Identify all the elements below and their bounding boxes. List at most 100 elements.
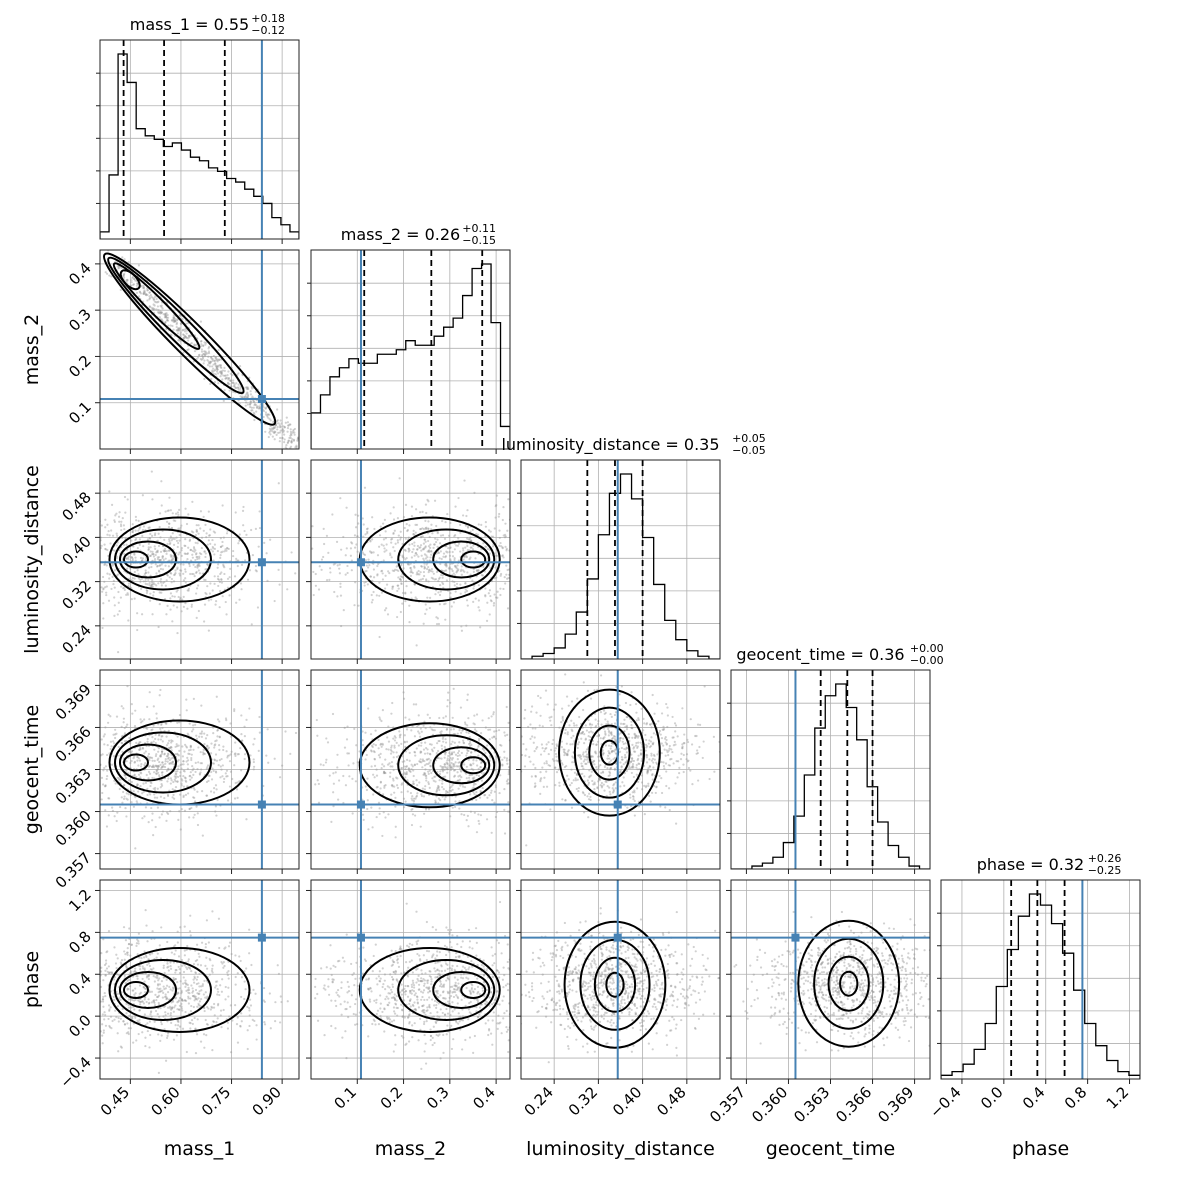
sample-point xyxy=(400,791,403,794)
sample-point xyxy=(408,769,412,773)
sample-point xyxy=(149,756,152,759)
sample-point xyxy=(111,575,114,578)
sample-point xyxy=(434,775,437,778)
sample-point xyxy=(498,529,501,532)
sample-point xyxy=(489,594,492,598)
sample-point xyxy=(462,569,465,572)
sample-point xyxy=(510,788,512,790)
sample-point xyxy=(183,809,187,812)
sample-point xyxy=(475,569,478,572)
sample-point xyxy=(302,541,304,543)
sample-point xyxy=(150,741,153,744)
sample-point xyxy=(82,790,84,792)
sample-point xyxy=(468,744,472,748)
sample-point xyxy=(402,697,406,700)
sample-point xyxy=(136,759,139,762)
sample-point xyxy=(220,578,223,581)
sample-point xyxy=(598,777,601,780)
sample-point xyxy=(192,697,195,700)
sample-point xyxy=(142,292,145,295)
sample-point xyxy=(443,603,446,606)
sample-point xyxy=(194,723,197,726)
sample-point xyxy=(237,542,240,545)
sample-point xyxy=(175,325,178,329)
sample-point xyxy=(459,592,462,595)
sample-point xyxy=(440,768,443,771)
sample-point xyxy=(125,593,128,597)
sample-point xyxy=(138,527,141,530)
sample-point xyxy=(454,753,458,756)
sample-point xyxy=(448,596,452,600)
sample-point xyxy=(504,535,507,538)
sample-point xyxy=(429,546,432,550)
sample-point xyxy=(210,742,213,745)
sample-point xyxy=(219,776,222,779)
sample-point xyxy=(202,752,206,755)
sample-point xyxy=(408,718,411,721)
sample-point xyxy=(499,572,503,576)
sample-point xyxy=(177,513,180,516)
sample-point xyxy=(132,283,136,286)
sample-point xyxy=(131,576,134,580)
sample-point xyxy=(96,568,98,570)
sample-point xyxy=(306,455,308,457)
sample-point xyxy=(105,593,108,597)
sample-point xyxy=(289,428,292,431)
sample-point xyxy=(425,528,428,531)
sample-point xyxy=(449,546,452,550)
sample-point xyxy=(203,732,206,735)
sample-point xyxy=(366,777,369,780)
sample-point xyxy=(211,358,214,361)
sample-point xyxy=(440,744,443,747)
sample-point xyxy=(351,812,354,815)
sample-point xyxy=(318,466,320,468)
sample-point xyxy=(423,565,426,568)
truth-marker xyxy=(356,800,365,809)
sample-point xyxy=(201,355,204,358)
sample-point xyxy=(204,568,207,571)
sample-point xyxy=(541,554,543,556)
sample-point xyxy=(309,456,311,458)
sample-point xyxy=(436,530,439,533)
sample-point xyxy=(430,568,433,571)
sample-point xyxy=(205,532,208,535)
sample-point xyxy=(466,814,469,817)
sample-point xyxy=(411,550,414,554)
sample-point xyxy=(214,373,217,376)
sample-point xyxy=(581,795,583,797)
sample-point xyxy=(487,529,491,532)
sample-point xyxy=(382,770,386,773)
sample-point xyxy=(195,524,198,527)
sample-point xyxy=(170,554,173,558)
panel-title-mass_2: mass_2 = 0.26 xyxy=(341,225,460,245)
sample-point xyxy=(395,776,398,779)
sample-point xyxy=(290,455,292,457)
sample-point xyxy=(182,760,185,763)
sample-point xyxy=(392,569,396,573)
sample-point xyxy=(580,757,583,760)
sample-point xyxy=(294,453,296,455)
sample-point xyxy=(258,715,261,719)
sample-point xyxy=(185,745,188,748)
sample-point xyxy=(504,522,507,525)
sample-point xyxy=(529,778,531,780)
sample-point xyxy=(105,777,108,781)
sample-point xyxy=(211,550,214,553)
sample-point xyxy=(211,589,214,592)
scatter-points xyxy=(314,687,583,839)
sample-point xyxy=(449,764,452,767)
sample-point xyxy=(160,722,163,725)
sample-point xyxy=(222,748,225,752)
sample-point xyxy=(516,744,518,746)
sample-point xyxy=(192,748,195,751)
sample-point xyxy=(446,759,449,762)
sample-point xyxy=(312,593,315,597)
sample-point xyxy=(151,498,154,501)
sample-point xyxy=(442,735,445,739)
sample-point xyxy=(221,544,224,548)
sample-point xyxy=(416,571,419,574)
sample-point xyxy=(181,745,184,748)
sample-point xyxy=(453,775,456,778)
sample-point xyxy=(117,590,120,594)
sample-point xyxy=(125,279,128,282)
